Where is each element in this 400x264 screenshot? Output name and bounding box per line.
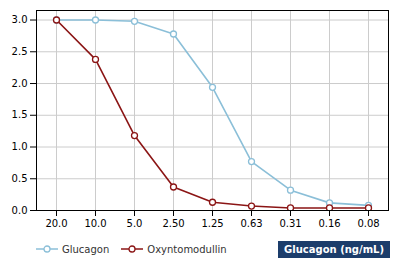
svg-text:0.63: 0.63 bbox=[240, 218, 262, 229]
svg-text:20.0: 20.0 bbox=[45, 218, 67, 229]
svg-text:1.0: 1.0 bbox=[12, 141, 28, 152]
html-text:Glucagon (ng/mL): Glucagon (ng/mL) bbox=[284, 243, 384, 255]
svg-text:0.08: 0.08 bbox=[357, 218, 379, 229]
svg-text:2.5: 2.5 bbox=[12, 46, 28, 57]
svg-text:0.5: 0.5 bbox=[12, 173, 28, 184]
html-text:Glucagon: Glucagon bbox=[62, 243, 110, 255]
svg-text:0.31: 0.31 bbox=[279, 218, 301, 229]
svg-text:2.0: 2.0 bbox=[12, 78, 28, 89]
svg-text:0.0: 0.0 bbox=[12, 205, 28, 216]
svg-text:3.0: 3.0 bbox=[12, 14, 28, 25]
html-text:Oxyntomodullin: Oxyntomodullin bbox=[147, 243, 227, 255]
svg-text:5.0: 5.0 bbox=[127, 218, 143, 229]
svg-text:1.25: 1.25 bbox=[201, 218, 223, 229]
svg-text:10.0: 10.0 bbox=[84, 218, 106, 229]
svg-text:1.5: 1.5 bbox=[12, 109, 28, 120]
svg-text:0.16: 0.16 bbox=[318, 218, 340, 229]
svg-text:2.50: 2.50 bbox=[162, 218, 184, 229]
